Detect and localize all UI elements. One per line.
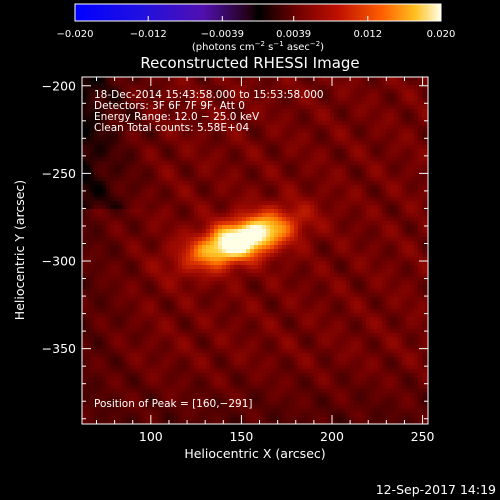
x-axis-label: Heliocentric X (arcsec) xyxy=(184,446,325,461)
x-tick-label: 100 xyxy=(139,429,163,444)
x-tick-label: 200 xyxy=(320,429,344,444)
annotation-counts: Clean Total counts: 5.58E+04 xyxy=(94,122,249,134)
colorbar-tick-label: 0.012 xyxy=(353,29,382,40)
axes: 100 150 200 250 −200 −250 −300 −350 xyxy=(42,77,435,444)
colorbar-tick-label: −0.0039 xyxy=(201,29,244,40)
annotation-time: 18-Dec-2014 15:43:58.000 to 15:53:58.000 xyxy=(94,89,324,101)
chart-title: Reconstructed RHESSI Image xyxy=(140,54,359,72)
peak-position-label: Position of Peak = [160,−291] xyxy=(94,398,253,410)
colorbar-tick-label: −0.020 xyxy=(56,29,93,40)
y-tick-label: −300 xyxy=(42,254,76,269)
colorbar xyxy=(74,3,442,22)
x-tick-label: 250 xyxy=(411,429,435,444)
annotation-detectors: Detectors: 3F 6F 7F 9F, Att 0 xyxy=(94,100,245,112)
y-axis-label: Heliocentric Y (arcsec) xyxy=(12,180,27,320)
colorbar-tick-label: −0.012 xyxy=(130,29,167,40)
y-tick-label: −350 xyxy=(42,341,76,356)
y-tick-label: −200 xyxy=(42,78,76,93)
footer-date: 12-Sep-2017 14:19 xyxy=(376,482,496,497)
heatmap-image xyxy=(82,77,428,424)
colorbar-ticks: −0.020 −0.012 −0.0039 0.0039 0.012 0.020 xyxy=(56,16,455,40)
y-tick-label: −250 xyxy=(42,166,76,181)
annotation-energy: Energy Range: 12.0 − 25.0 keV xyxy=(94,111,260,123)
colorbar-tick-label: 0.0039 xyxy=(276,29,311,40)
colorbar-unit-label: (photons cm−2 s−1 asec−2) xyxy=(192,40,324,53)
colorbar-tick-label: 0.020 xyxy=(427,29,456,40)
plot-frame xyxy=(81,76,429,425)
x-tick-label: 150 xyxy=(229,429,253,444)
